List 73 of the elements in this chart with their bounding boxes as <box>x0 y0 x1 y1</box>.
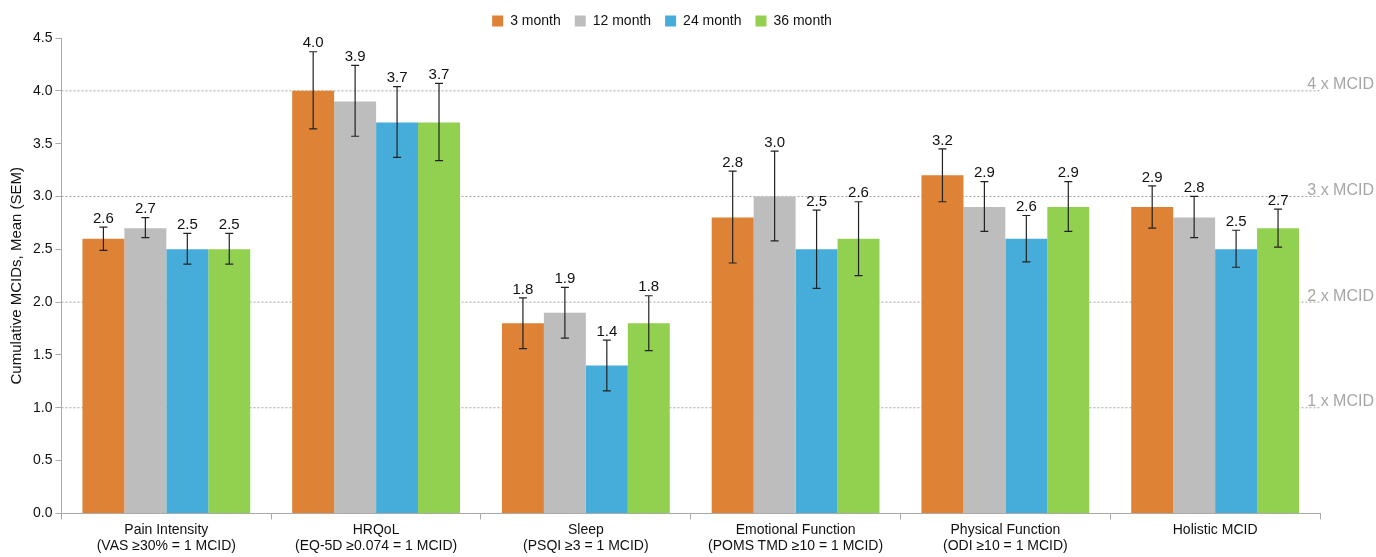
bar <box>1047 207 1090 513</box>
legend-label: 24 month <box>683 11 742 28</box>
data-label: 2.6 <box>1015 197 1037 215</box>
data-label: 1.9 <box>554 268 576 286</box>
x-tick-label: Holistic MCID <box>1172 520 1258 537</box>
data-label: 2.5 <box>806 191 828 209</box>
data-label: 2.9 <box>1057 163 1079 181</box>
data-label: 4.0 <box>302 33 324 51</box>
data-label: 2.8 <box>1183 178 1205 196</box>
y-tick-label: 2.5 <box>32 240 53 257</box>
data-label: 2.5 <box>1225 211 1247 229</box>
bar <box>501 323 544 513</box>
data-label: 2.5 <box>218 215 240 233</box>
data-label: 2.8 <box>722 152 744 170</box>
data-label: 1.8 <box>638 277 660 295</box>
x-tick-label: Physical Function (ODI ≥10 = 1 MCID) <box>942 520 1068 554</box>
data-label: 2.9 <box>973 163 995 181</box>
ref-line-label: 2 x MCID <box>1307 286 1374 304</box>
bar <box>376 122 419 513</box>
data-label: 2.7 <box>134 199 156 217</box>
bar <box>627 323 670 513</box>
bar <box>82 238 125 513</box>
data-label: 3.7 <box>428 65 450 83</box>
bar <box>585 365 628 513</box>
y-tick-label: 4.0 <box>32 81 53 98</box>
data-label: 2.5 <box>176 215 198 233</box>
bar <box>292 90 335 513</box>
bar <box>963 207 1006 513</box>
y-tick-label: 0.0 <box>32 504 53 521</box>
bar <box>418 122 460 513</box>
bar <box>1005 238 1048 513</box>
legend-label: 3 month <box>510 11 561 28</box>
bar <box>795 249 838 513</box>
bar <box>753 196 796 513</box>
data-label: 2.9 <box>1141 167 1163 185</box>
ref-line-label: 4 x MCID <box>1307 75 1374 93</box>
bar <box>208 249 251 513</box>
y-tick-label: 4.5 <box>32 28 53 45</box>
x-tick-label: Sleep (PSQI ≥3 = 1 MCID) <box>523 520 649 554</box>
bar <box>124 228 167 513</box>
data-label: 3.0 <box>764 132 786 150</box>
bar <box>921 175 964 513</box>
data-label: 2.6 <box>848 183 869 201</box>
bar <box>1173 217 1216 513</box>
legend-label: 12 month <box>592 11 652 28</box>
ref-line-label: 1 x MCID <box>1307 392 1374 410</box>
ref-line-label: 3 x MCID <box>1307 180 1374 198</box>
bar <box>837 238 880 513</box>
y-tick-label: 3.0 <box>32 187 53 204</box>
bar <box>1131 207 1174 513</box>
legend-label: 36 month <box>773 11 832 28</box>
x-tick-label: Emotional Function (POMS TMD ≥10 = 1 MCID) <box>708 520 884 554</box>
y-tick-label: 1.0 <box>32 398 53 415</box>
data-label: 1.4 <box>596 321 618 339</box>
data-label: 2.6 <box>92 208 114 226</box>
x-tick-label: Pain Intensity (VAS ≥30% = 1 MCID) <box>96 520 236 554</box>
data-label: 3.9 <box>344 47 366 65</box>
y-tick-label: 3.5 <box>32 134 53 151</box>
bar <box>1215 249 1258 513</box>
y-tick-label: 0.5 <box>32 451 53 468</box>
x-tick-label: HRQoL (EQ-5D ≥0.074 = 1 MCID) <box>295 520 458 554</box>
y-tick-label: 2.0 <box>32 292 53 309</box>
y-tick-label: 1.5 <box>32 345 53 362</box>
bar <box>334 101 377 513</box>
bar <box>711 217 754 513</box>
data-label: 3.2 <box>932 130 953 148</box>
bar <box>166 249 209 513</box>
data-label: 2.7 <box>1267 190 1289 208</box>
bar <box>543 312 586 513</box>
bar <box>1257 228 1300 513</box>
data-label: 3.7 <box>386 68 408 86</box>
y-axis-title: Cumulative MCIDs, Mean (SEM) <box>7 166 25 385</box>
data-label: 1.8 <box>512 279 534 297</box>
